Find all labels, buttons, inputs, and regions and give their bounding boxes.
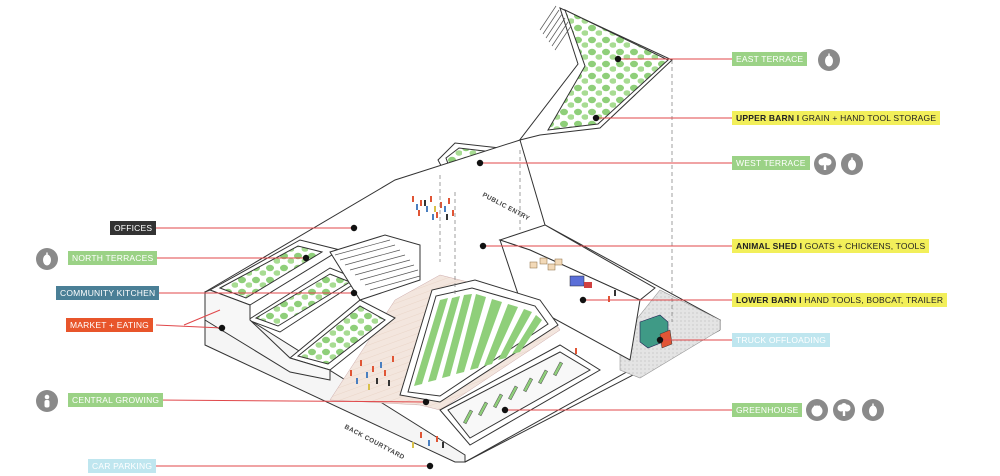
central-growing-beds bbox=[399, 279, 559, 403]
label-upper-barn: UPPER BARN I GRAIN + HAND TOOL STORAGE bbox=[732, 111, 941, 125]
label-market-eating: MARKET + EATING bbox=[66, 318, 153, 332]
greenhouse-block bbox=[439, 344, 601, 446]
dashed-guides bbox=[439, 60, 673, 322]
animal-shed-title: ANIMAL SHED I bbox=[736, 241, 803, 251]
label-east-terrace: EAST TERRACE bbox=[732, 52, 808, 66]
person-icon bbox=[36, 390, 58, 412]
animal-shed-detail: GOATS + CHICKENS, TOOLS bbox=[804, 241, 926, 251]
broccoli-icon bbox=[814, 153, 836, 175]
people-crowds bbox=[350, 196, 616, 448]
produce-icon bbox=[36, 248, 58, 270]
label-central-growing: CENTRAL GROWING bbox=[68, 393, 164, 407]
right-buildings bbox=[498, 224, 656, 361]
crates bbox=[529, 257, 563, 271]
label-animal-shed: ANIMAL SHED I GOATS + CHICKENS, TOOLS bbox=[732, 239, 930, 253]
produce-icon bbox=[841, 153, 863, 175]
label-community-kitchen: COMMUNITY KITCHEN bbox=[56, 286, 160, 300]
broccoli-icon bbox=[833, 399, 855, 421]
label-greenhouse: GREENHOUSE bbox=[732, 403, 803, 417]
label-offices: OFFICES bbox=[110, 221, 157, 235]
upper-barn-title: UPPER BARN I bbox=[736, 113, 800, 123]
label-truck-offloading: TRUCK OFFLOADING bbox=[732, 333, 831, 347]
label-car-parking: CAR PARKING bbox=[88, 459, 157, 473]
label-north-terraces: NORTH TERRACES bbox=[68, 251, 158, 265]
leader-lines bbox=[155, 58, 732, 467]
produce-icon bbox=[862, 399, 884, 421]
lower-barn-detail: HAND TOOLS, BOBCAT, TRAILER bbox=[804, 295, 944, 305]
label-lower-barn: LOWER BARN I HAND TOOLS, BOBCAT, TRAILER bbox=[732, 293, 948, 307]
produce-icon bbox=[818, 49, 840, 71]
leader-dots bbox=[218, 55, 664, 470]
label-west-terrace: WEST TERRACE bbox=[732, 156, 810, 170]
tractor bbox=[569, 275, 592, 288]
upper-barn-detail: GRAIN + HAND TOOL STORAGE bbox=[801, 113, 937, 123]
tomato-icon bbox=[806, 399, 828, 421]
lower-barn-title: LOWER BARN I bbox=[736, 295, 802, 305]
